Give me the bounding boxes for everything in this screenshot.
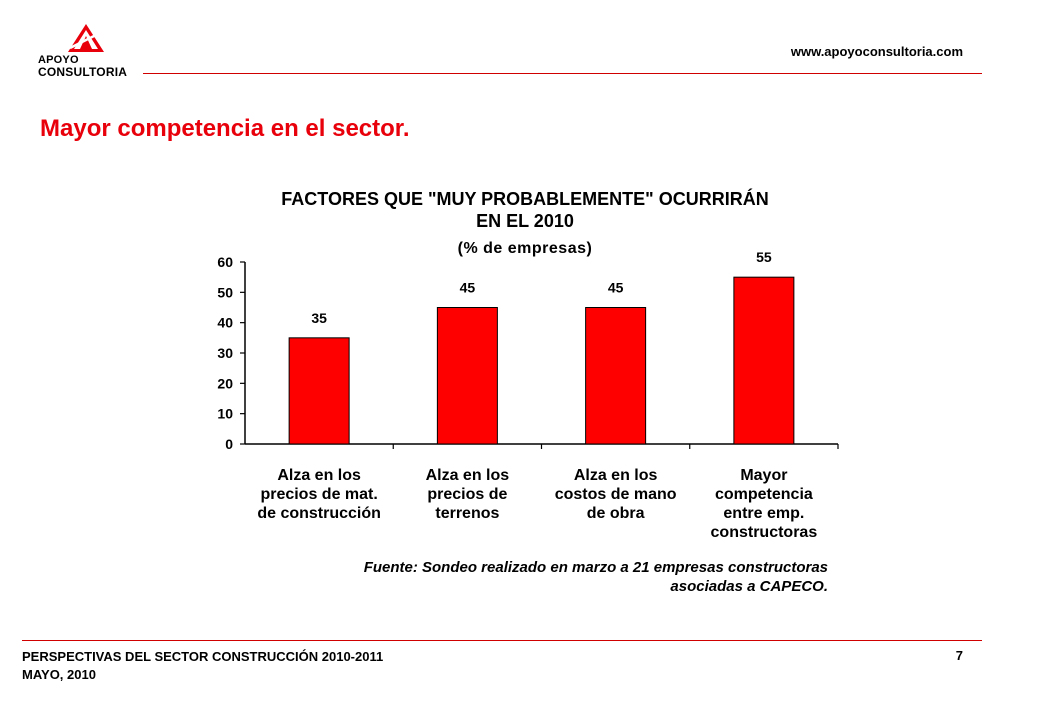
bar [288, 337, 350, 445]
category-label: Mayor competencia entre emp. constructoras [689, 466, 839, 542]
data-label: 35 [311, 310, 327, 326]
category-label-line: Alza en los [277, 467, 361, 484]
category-label-line: terrenos [435, 505, 500, 522]
y-tick-label: 60 [217, 254, 233, 270]
footer-line1: PERSPECTIVAS DEL SECTOR CONSTRUCCIÓN 201… [22, 649, 384, 664]
chart-title-line2: EN EL 2010 [476, 211, 574, 231]
data-label: 45 [460, 280, 476, 296]
category-label-line: Alza en los [425, 467, 510, 484]
page-number: 7 [955, 648, 963, 663]
chart-subtitle: (% de empresas) [457, 240, 593, 257]
logo-icon [68, 24, 104, 52]
source-note: Fuente: Sondeo realizado en marzo a 21 e… [364, 558, 828, 596]
category-label-line: entre emp. [723, 505, 805, 522]
logo-line1: APOYO [38, 54, 79, 66]
category-label: Alza en los precios de mat. de construcció… [244, 466, 394, 523]
category-label-line: de obra [586, 505, 645, 522]
source-line2: asociadas a CAPECO. [670, 578, 828, 595]
category-label-line: precios de mat. [260, 486, 378, 503]
chart-title-line1: FACTORES QUE "MUY PROBABLEMENTE" OCURRIR… [281, 189, 769, 209]
y-tick-label: 50 [217, 284, 233, 300]
category-label-line: precios de [427, 486, 508, 503]
data-label: 55 [756, 249, 772, 265]
bar [585, 307, 647, 445]
slide-title: Mayor competencia en el sector. [40, 115, 410, 142]
category-label-line: de construcción [257, 505, 381, 522]
website-url[interactable]: www.apoyoconsultoria.com [790, 44, 963, 59]
chart-title: FACTORES QUE "MUY PROBABLEMENTE" OCURRIR… [195, 188, 855, 232]
header-divider [143, 73, 982, 74]
source-line1: Fuente: Sondeo realizado en marzo a 21 e… [363, 559, 828, 576]
category-label-line: Mayor [740, 467, 788, 484]
y-tick-label: 20 [217, 375, 233, 391]
bar [436, 307, 498, 445]
y-tick-label: 10 [217, 406, 233, 422]
bar [733, 276, 795, 445]
category-label-line: costos de mano [554, 486, 677, 503]
category-label: Alza en los costos de mano de obra [541, 466, 691, 523]
footer-line2: MAYO, 2010 [22, 667, 96, 682]
y-tick-label: 40 [217, 315, 233, 331]
category-label-line: Alza en los [573, 467, 658, 484]
footer: PERSPECTIVAS DEL SECTOR CONSTRUCCIÓN 201… [22, 648, 383, 684]
category-label: Alza en los precios de terrenos [392, 466, 542, 523]
footer-divider [22, 640, 982, 641]
logo-line2: CONSULTORIA [38, 65, 128, 79]
y-tick-label: 30 [217, 345, 233, 361]
data-label: 45 [608, 280, 624, 296]
category-label-line: constructoras [710, 524, 818, 541]
company-logo: APOYO CONSULTORIA [38, 22, 148, 90]
category-label-line: competencia [714, 486, 813, 503]
bar-chart: 0 10 20 30 40 50 60 35 45 45 55 [217, 249, 839, 452]
y-tick-label: 0 [225, 436, 233, 452]
